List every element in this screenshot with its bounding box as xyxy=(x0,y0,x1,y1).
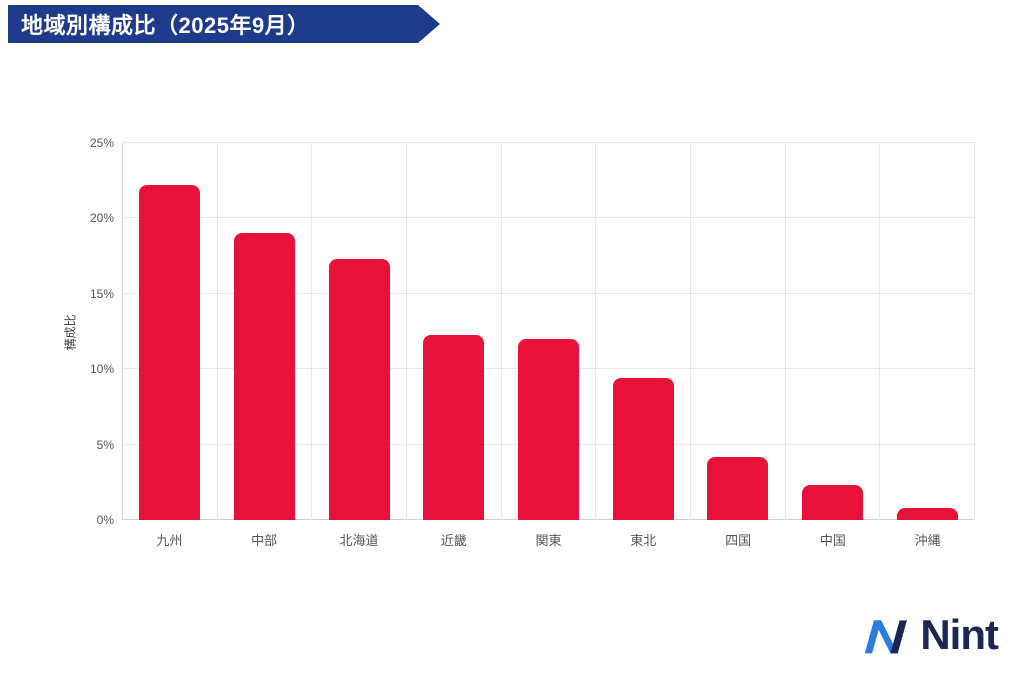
gridline-horizontal xyxy=(123,292,975,294)
gridline-horizontal xyxy=(123,142,975,143)
x-axis-label: 四国 xyxy=(725,533,752,548)
y-tick-label: 0% xyxy=(96,513,114,527)
logo-stroke-diagonal xyxy=(874,620,899,654)
logo-stroke-left xyxy=(865,620,882,654)
plot-column xyxy=(218,143,313,520)
bar-関東 xyxy=(518,339,579,520)
plot-column xyxy=(407,143,502,520)
plot-columns xyxy=(123,143,976,520)
plot-column xyxy=(786,143,881,520)
x-axis-label: 北海道 xyxy=(339,533,379,548)
y-tick-label: 20% xyxy=(89,211,114,226)
y-tick-label: 5% xyxy=(96,437,114,452)
x-axis-label: 関東 xyxy=(535,533,562,548)
nint-logo-text: Nint xyxy=(920,611,999,658)
bar-近畿 xyxy=(423,334,485,520)
x-axis-label: 中部 xyxy=(251,533,278,548)
x-axis-label: 九州 xyxy=(156,533,183,548)
bar-東北 xyxy=(612,378,674,520)
x-axis-label: 近畿 xyxy=(440,533,467,548)
x-axis-label: 東北 xyxy=(630,533,657,548)
page-title: 地域別構成比（2025年9月） xyxy=(21,13,310,38)
y-tick-label: 15% xyxy=(89,286,114,301)
plot-column xyxy=(880,143,976,520)
bar-北海道 xyxy=(328,259,390,520)
plot-column xyxy=(123,143,218,520)
plot-column xyxy=(502,143,597,520)
logo-stroke-right xyxy=(890,620,908,654)
bar-九州 xyxy=(139,185,201,520)
y-tick-label: 10% xyxy=(89,362,114,377)
bar-四国 xyxy=(707,456,769,520)
plot-column xyxy=(596,143,692,520)
x-axis-label: 中国 xyxy=(819,533,846,548)
x-axis-label: 沖縄 xyxy=(914,533,941,548)
y-axis-ticks: 0% 5% 10% 15% 20% 25% xyxy=(60,136,114,527)
plot-column xyxy=(691,143,786,520)
bar-中国 xyxy=(802,485,863,520)
plot-column xyxy=(312,143,408,520)
title-banner: 地域別構成比（2025年9月） xyxy=(8,5,440,43)
x-axis-labels: 九州 中部 北海道 近畿 関東 東北 四国 中国 沖縄 xyxy=(122,530,975,549)
gridline-horizontal xyxy=(123,217,975,219)
bar-沖縄 xyxy=(896,507,958,520)
plot-area xyxy=(122,142,976,520)
y-tick-label: 25% xyxy=(89,136,114,150)
nint-logo: Nint xyxy=(857,611,999,659)
nint-logo-icon xyxy=(865,620,908,654)
bar-中部 xyxy=(234,233,295,520)
